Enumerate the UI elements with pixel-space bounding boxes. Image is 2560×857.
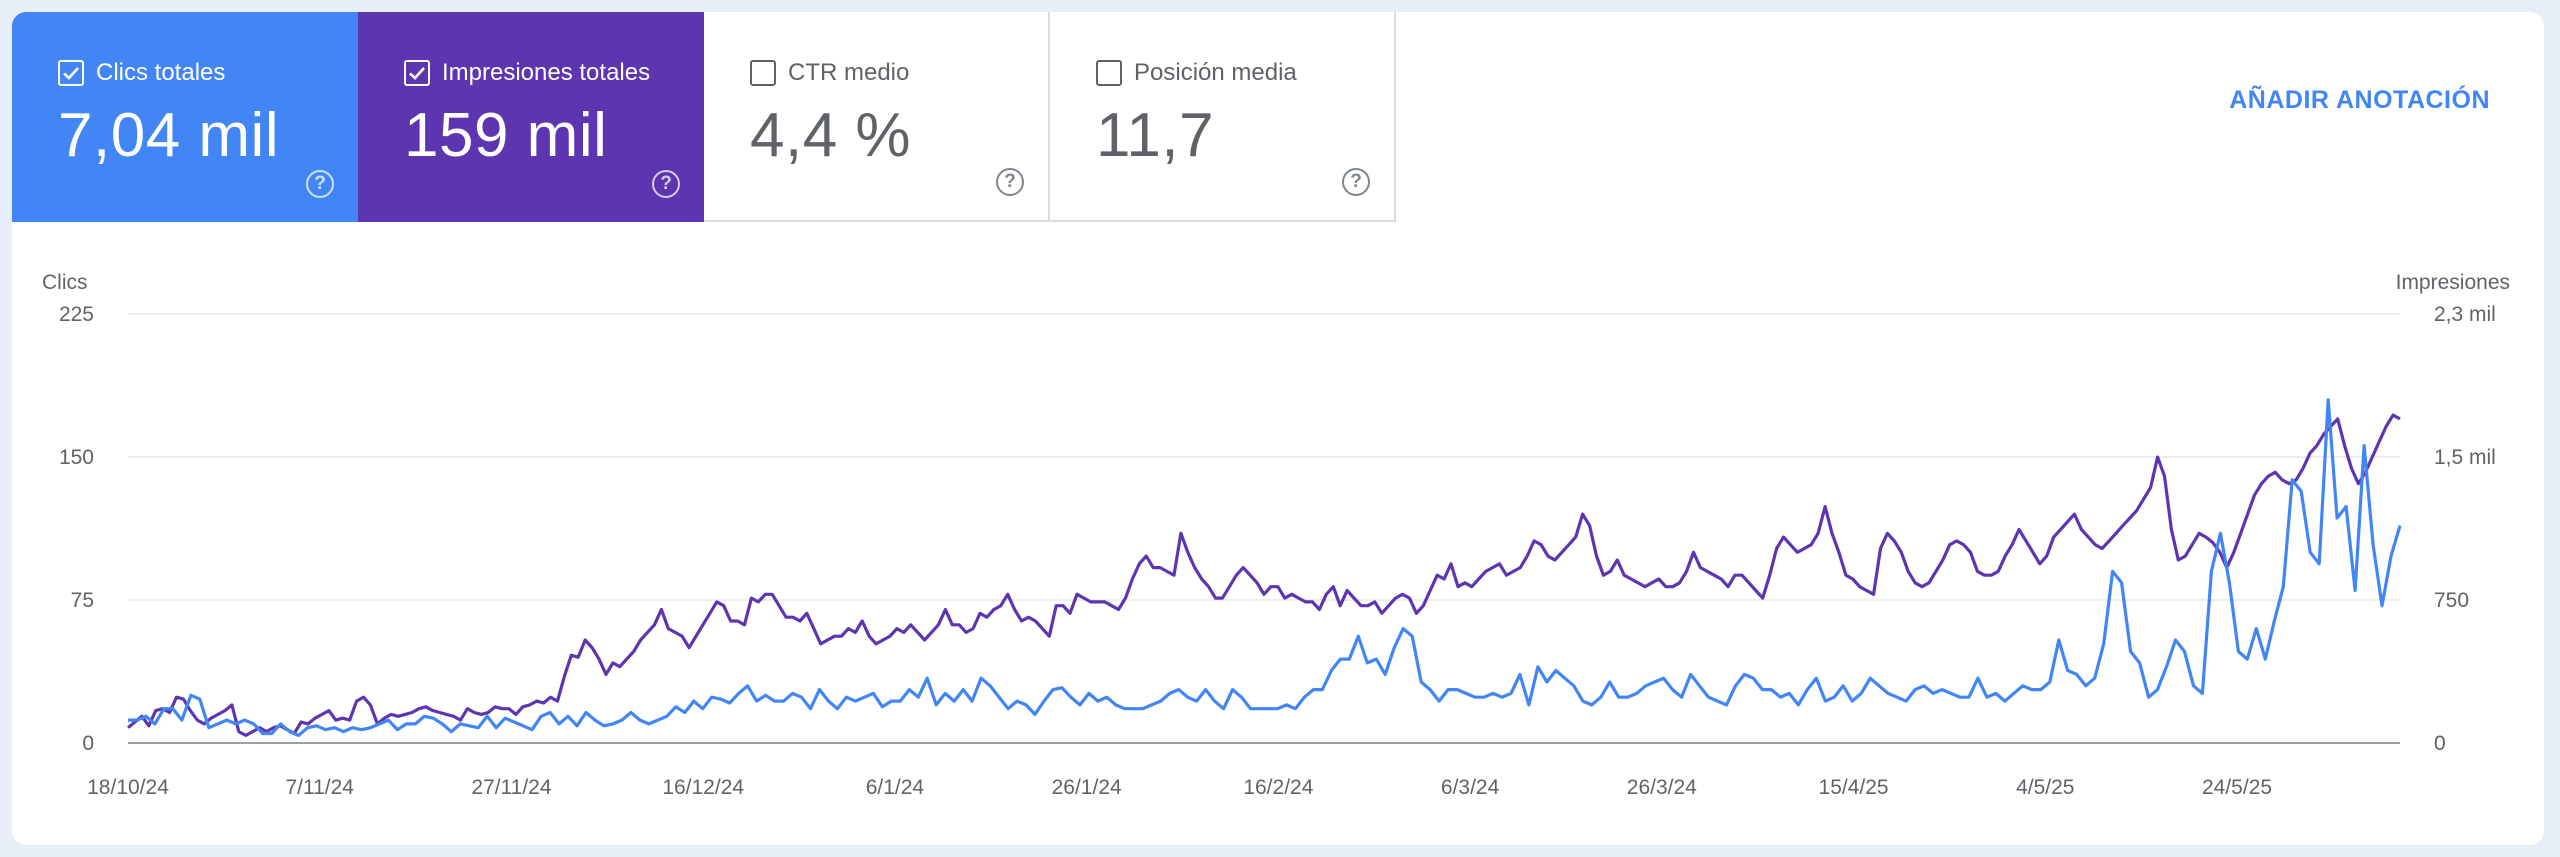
x-tick-label: 7/11/24: [285, 776, 354, 799]
series-line-clicks: [128, 398, 2402, 737]
chart-series: [126, 398, 2402, 737]
performance-line-chart: 0 75 150 225 0 750 1,5 mil 2,3 mil 18/10/24 7/11…: [42, 271, 2510, 799]
performance-card: Clics totales 7,04 mil ? Impresiones tot…: [12, 12, 2544, 845]
checkbox-checked-icon[interactable]: [58, 60, 84, 86]
add-annotation-button[interactable]: AÑADIR ANOTACIÓN: [2229, 86, 2490, 114]
y-right-tick-label: 1,5 mil: [2434, 446, 2496, 469]
x-tick-label: 6/1/24: [866, 776, 925, 799]
y-left-tick-label: 225: [59, 303, 94, 326]
help-icon[interactable]: ?: [306, 170, 334, 198]
y-right-tick-label: 2,3 mil: [2434, 303, 2496, 326]
help-icon[interactable]: ?: [1342, 168, 1370, 196]
right-axis-title: Impresiones: [2396, 271, 2510, 294]
x-tick-label: 24/5/25: [2202, 776, 2272, 799]
x-tick-label: 27/11/24: [471, 776, 552, 799]
metric-value: 159 mil: [404, 101, 608, 170]
metric-average-ctr[interactable]: CTR medio 4,4 % ?: [704, 12, 1050, 222]
checkbox-checked-icon[interactable]: [404, 60, 430, 86]
left-axis-title: Clics: [42, 271, 88, 294]
checkbox-unchecked-icon[interactable]: [750, 60, 776, 86]
metric-value: 4,4 %: [750, 101, 912, 170]
metric-total-clicks[interactable]: Clics totales 7,04 mil ?: [12, 12, 358, 222]
x-tick-label: 26/3/24: [1627, 776, 1697, 799]
x-tick-label: 15/4/25: [1819, 776, 1889, 799]
y-left-tick-label: 150: [59, 446, 94, 469]
help-icon[interactable]: ?: [652, 170, 680, 198]
chart-y-axis: 0 75 150 225 0 750 1,5 mil 2,3 mil: [59, 303, 2496, 755]
metric-total-impressions[interactable]: Impresiones totales 159 mil ?: [358, 12, 704, 222]
chart-grid: [128, 313, 2400, 744]
metric-average-position[interactable]: Posición media 11,7 ?: [1050, 12, 1396, 222]
y-right-tick-label: 0: [2434, 732, 2446, 755]
x-tick-label: 18/10/24: [87, 776, 169, 799]
x-tick-label: 26/1/24: [1052, 776, 1122, 799]
chart-x-axis: 18/10/24 7/11/24 27/11/24 16/12/24 6/1/24 26/…: [87, 776, 2272, 799]
checkbox-unchecked-icon[interactable]: [1096, 60, 1122, 86]
x-tick-label: 6/3/24: [1441, 776, 1500, 799]
metric-value: 7,04 mil: [58, 101, 280, 170]
x-tick-label: 16/2/24: [1243, 776, 1313, 799]
help-icon[interactable]: ?: [996, 168, 1024, 196]
y-right-tick-label: 750: [2434, 589, 2469, 612]
y-left-tick-label: 0: [82, 732, 94, 755]
x-tick-label: 4/5/25: [2016, 776, 2074, 799]
x-tick-label: 16/12/24: [662, 776, 744, 799]
y-left-tick-label: 75: [71, 589, 94, 612]
series-line-impressions: [126, 413, 2401, 737]
metric-value: 11,7: [1096, 101, 1215, 170]
